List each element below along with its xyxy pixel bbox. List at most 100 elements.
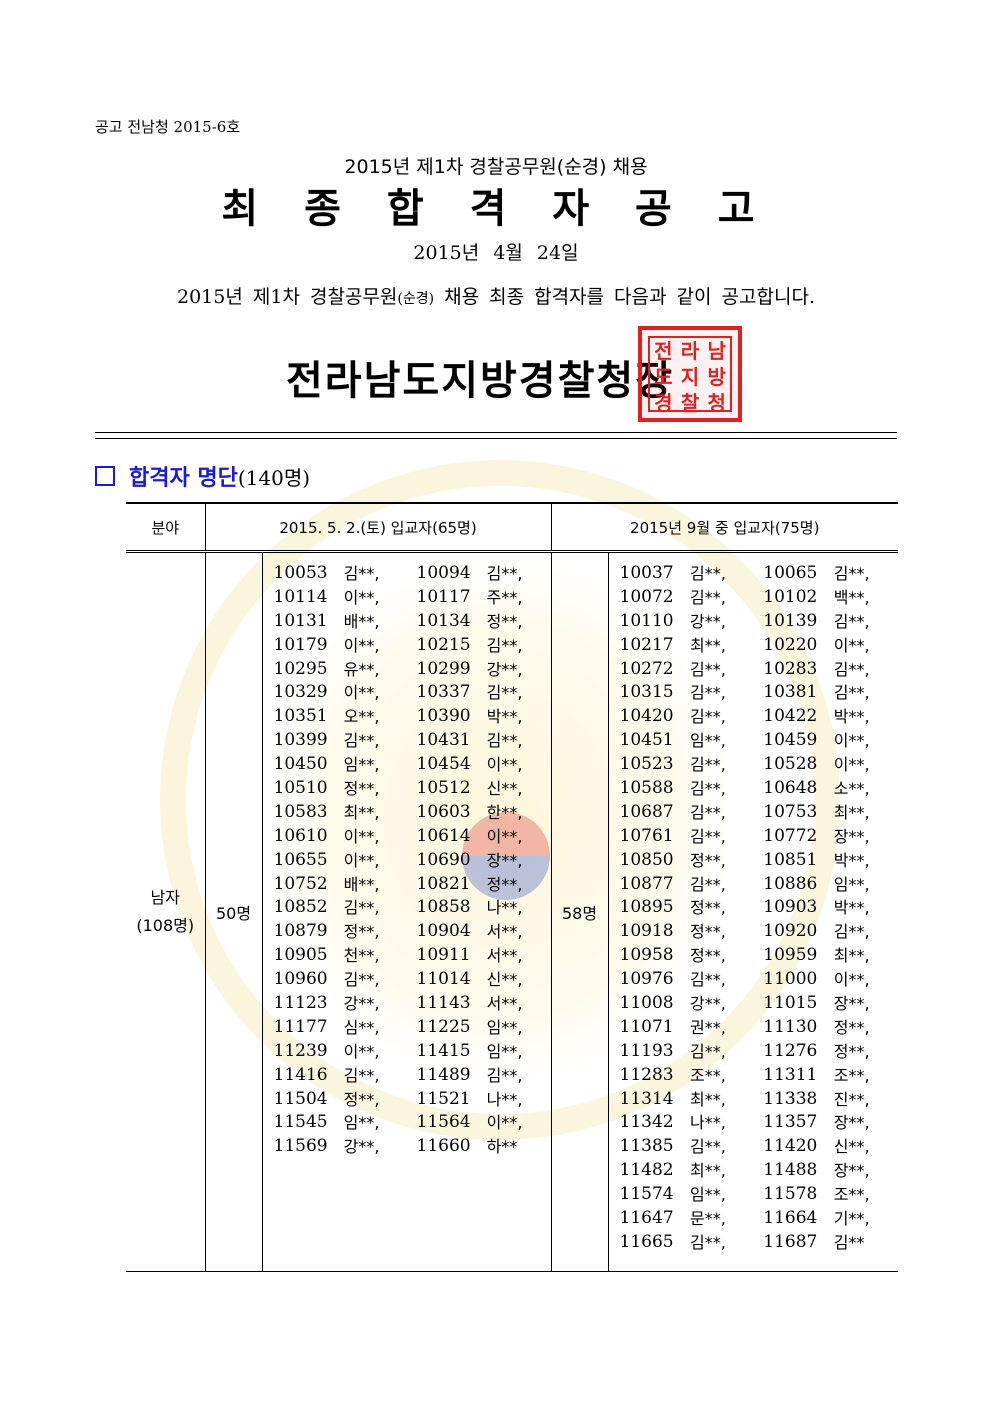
notice-body-post: 채용 최종 합격자를 다음과 같이 공고합니다. bbox=[434, 286, 815, 308]
candidate-number: 10850 bbox=[619, 849, 674, 870]
candidate-name: 최**, bbox=[690, 635, 726, 655]
candidate-number: 10920 bbox=[763, 921, 818, 942]
candidate-number: 11314 bbox=[619, 1088, 674, 1109]
candidate-number: 11482 bbox=[619, 1160, 674, 1181]
list-item: 11239 이**, 11415 임**, bbox=[264, 1040, 550, 1064]
candidate-name: 강**, bbox=[486, 659, 523, 679]
list-item: 10850 정**, 10851 박**, bbox=[610, 849, 898, 873]
notice-number: 공고 전남청 2015-6호 bbox=[95, 118, 241, 136]
candidate-number: 10512 bbox=[416, 778, 471, 799]
list-item: 11177 심**, 11225 임**, bbox=[264, 1016, 550, 1040]
list-item: 10351 오**, 10390 박**, bbox=[264, 705, 550, 729]
candidate-number: 11564 bbox=[416, 1112, 471, 1133]
candidate-name: 김**, bbox=[486, 731, 523, 751]
candidate-name: 김**, bbox=[343, 898, 380, 918]
candidate-number: 11647 bbox=[619, 1208, 674, 1229]
candidate-name: 이**, bbox=[833, 970, 870, 990]
table-row: 남자 (108명) 50명 10053 김**, 10094 김**, 10114 이**… bbox=[126, 551, 899, 1272]
candidate-number: 11311 bbox=[763, 1064, 818, 1085]
list-item: 10037 김**, 10065 김**, bbox=[610, 562, 898, 586]
list-item: 10976 김**, 11000 이**, bbox=[610, 968, 898, 992]
candidate-number: 11687 bbox=[763, 1231, 818, 1252]
candidate-name: 최**, bbox=[833, 946, 870, 966]
candidate-number: 10114 bbox=[273, 586, 328, 607]
candidate-number: 10851 bbox=[763, 849, 818, 870]
candidate-number: 10037 bbox=[619, 563, 674, 583]
candidate-number: 10588 bbox=[619, 778, 674, 799]
candidate-number: 10895 bbox=[619, 897, 674, 918]
seal-char: 라 bbox=[680, 339, 700, 363]
candidate-name: 정**, bbox=[486, 874, 523, 894]
candidate-number: 10217 bbox=[619, 634, 674, 655]
candidate-number: 10821 bbox=[416, 873, 471, 894]
candidate-number: 10610 bbox=[273, 825, 328, 846]
candidate-number: 10877 bbox=[619, 873, 674, 894]
candidate-name: 정**, bbox=[486, 611, 523, 631]
candidate-name: 임**, bbox=[486, 1041, 523, 1061]
candidate-name: 주**, bbox=[486, 587, 523, 607]
category-label: 남자 bbox=[150, 888, 180, 907]
category-cell: 남자 (108명) bbox=[126, 551, 205, 1272]
candidate-name: 나**, bbox=[486, 898, 523, 918]
candidate-name: 이**, bbox=[343, 587, 380, 607]
candidate-name: 김**, bbox=[690, 1137, 726, 1157]
list-item: 10852 김**, 10858 나**, bbox=[264, 896, 550, 920]
seal-char: 도 bbox=[654, 365, 673, 389]
candidate-number: 11193 bbox=[619, 1040, 674, 1061]
candidate-number: 11545 bbox=[273, 1112, 328, 1133]
candidate-name: 정**, bbox=[690, 946, 726, 966]
candidate-name: 김**, bbox=[690, 1232, 726, 1252]
list-item: 10655 이**, 10690 장**, bbox=[264, 849, 550, 873]
candidate-name: 조**, bbox=[690, 1065, 726, 1085]
candidate-name: 박**, bbox=[486, 707, 523, 727]
may-names-cell: 10053 김**, 10094 김**, 10114 이**, 10117 주**, 1013… bbox=[261, 551, 551, 1272]
seal-char: 찰 bbox=[680, 391, 700, 415]
candidate-name: 심**, bbox=[343, 1017, 380, 1037]
candidate-name: 최**, bbox=[690, 1089, 726, 1109]
candidate-number: 10879 bbox=[273, 921, 328, 942]
candidate-number: 11225 bbox=[416, 1016, 471, 1037]
list-item: 11342 나**, 11357 장**, bbox=[610, 1111, 898, 1135]
list-item: 10895 정**, 10903 박**, bbox=[610, 896, 898, 920]
candidate-name: 문**, bbox=[690, 1209, 726, 1229]
list-item: 11123 강**, 11143 서**, bbox=[264, 992, 550, 1016]
list-item: 10295 유**, 10299 강**, bbox=[264, 658, 550, 682]
candidate-name: 조**, bbox=[833, 1065, 870, 1085]
candidate-number: 11416 bbox=[273, 1064, 328, 1085]
candidate-number: 11143 bbox=[416, 993, 471, 1014]
candidate-number: 10603 bbox=[416, 801, 471, 822]
candidate-number: 10976 bbox=[619, 969, 674, 990]
candidate-number: 10420 bbox=[619, 706, 674, 727]
candidate-number: 10772 bbox=[763, 825, 818, 846]
candidate-number: 11342 bbox=[619, 1112, 674, 1133]
section-heading: 합격자 명단 (140명) bbox=[95, 460, 310, 492]
list-item: 10918 정**, 10920 김**, bbox=[610, 920, 898, 944]
candidate-number: 11000 bbox=[763, 969, 818, 990]
candidate-number: 11488 bbox=[763, 1160, 818, 1181]
candidate-name: 김**, bbox=[690, 1041, 726, 1061]
candidate-number: 10905 bbox=[273, 945, 328, 966]
candidate-name: 강**, bbox=[343, 1137, 380, 1157]
candidate-name: 정**, bbox=[690, 850, 726, 870]
list-item: 11314 최**, 11338 진**, bbox=[610, 1088, 898, 1112]
candidate-number: 10422 bbox=[763, 706, 818, 727]
candidate-name: 서**, bbox=[486, 922, 523, 942]
candidate-number: 11578 bbox=[763, 1184, 818, 1205]
candidate-name: 김**, bbox=[486, 683, 523, 703]
issuer-name: 전라남도지방경찰청장 bbox=[286, 357, 674, 404]
candidate-number: 10752 bbox=[273, 873, 328, 894]
candidate-number: 10648 bbox=[763, 778, 818, 799]
candidate-name: 김**, bbox=[690, 755, 726, 775]
list-item: 10114 이**, 10117 주**, bbox=[264, 586, 550, 610]
candidate-number: 10390 bbox=[416, 706, 471, 727]
notice-body-small: (순경) bbox=[397, 291, 435, 307]
seal-char: 방 bbox=[707, 365, 726, 389]
candidate-number: 11008 bbox=[619, 993, 674, 1014]
notice-date: 2015년 4월 24일 bbox=[413, 242, 579, 264]
candidate-name: 이**, bbox=[343, 683, 380, 703]
list-item: 11416 김**, 11489 김**, bbox=[264, 1064, 550, 1088]
candidate-name: 이**, bbox=[833, 635, 870, 655]
seal-char: 청 bbox=[707, 391, 726, 415]
candidate-number: 10102 bbox=[763, 586, 818, 607]
